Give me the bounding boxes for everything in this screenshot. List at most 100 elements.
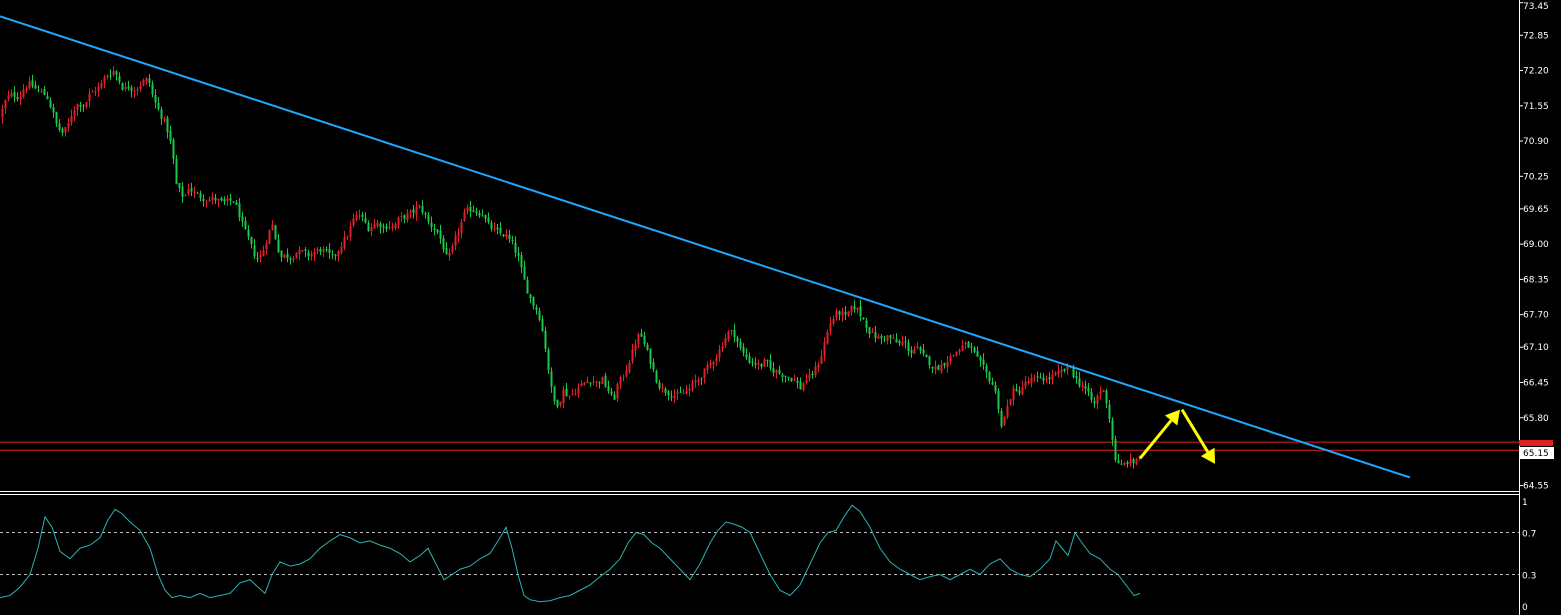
candle-down xyxy=(304,249,307,251)
candle-down xyxy=(58,123,61,131)
candle-down xyxy=(1087,387,1090,392)
candle-down xyxy=(943,362,946,366)
candle-down xyxy=(751,361,754,363)
candle-down xyxy=(442,238,445,250)
candle-down xyxy=(256,257,259,260)
candle-down xyxy=(874,332,877,339)
candle-up xyxy=(1102,389,1105,392)
candle-down xyxy=(154,95,157,103)
candle-up xyxy=(949,356,952,362)
candle-down xyxy=(361,214,364,217)
candle-down xyxy=(883,339,886,341)
candle-down xyxy=(232,201,235,203)
candle-down xyxy=(247,229,250,237)
candle-up xyxy=(310,253,313,257)
candle-up xyxy=(592,381,595,383)
price-tag-red-marker xyxy=(1519,440,1553,447)
candle-down xyxy=(742,346,745,353)
candle-up xyxy=(76,103,79,110)
candle-down xyxy=(781,374,784,377)
candle-up xyxy=(802,383,805,391)
candle-up xyxy=(814,366,817,376)
candle-down xyxy=(277,239,280,253)
candle-down xyxy=(199,193,202,199)
candle-up xyxy=(355,214,358,220)
candle-down xyxy=(31,80,34,87)
candle-up xyxy=(352,218,355,226)
candle-up xyxy=(577,387,580,394)
candle-up xyxy=(820,355,823,364)
candle-up xyxy=(409,210,412,213)
y-tick-label: 71.55 xyxy=(1523,102,1549,112)
candle-down xyxy=(328,249,331,253)
candle-down xyxy=(1018,390,1021,394)
candle-up xyxy=(337,251,340,257)
candle-up xyxy=(1012,387,1015,401)
candle-up xyxy=(283,254,286,258)
candle-down xyxy=(250,236,253,245)
candle-up xyxy=(73,110,76,116)
candle-down xyxy=(1108,404,1111,419)
candle-down xyxy=(700,378,703,380)
candle-down xyxy=(157,102,160,110)
candle-up xyxy=(697,379,700,382)
candle-up xyxy=(826,332,829,344)
candle-up xyxy=(262,250,265,257)
candle-down xyxy=(496,227,499,230)
candle-up xyxy=(724,338,727,346)
candle-down xyxy=(82,105,85,107)
candle-up xyxy=(91,91,94,93)
candle-down xyxy=(610,391,613,395)
candle-up xyxy=(94,91,97,93)
candle-up xyxy=(961,345,964,351)
candle-down xyxy=(13,92,16,97)
candle-up xyxy=(448,252,451,256)
candle-down xyxy=(868,327,871,334)
candle-up xyxy=(268,230,271,244)
candle-up xyxy=(631,349,634,362)
candle-down xyxy=(517,253,520,256)
candle-down xyxy=(484,215,487,219)
candle-down xyxy=(307,252,310,257)
candle-up xyxy=(322,248,325,252)
candle-down xyxy=(739,341,742,348)
candle-down xyxy=(220,197,223,201)
candle-down xyxy=(367,222,370,232)
candle-down xyxy=(553,386,556,402)
candle-down xyxy=(880,336,883,339)
candle-down xyxy=(148,78,151,83)
candle-up xyxy=(292,258,295,261)
candle-up xyxy=(685,391,688,394)
candle-down xyxy=(172,139,175,159)
candle-down xyxy=(79,104,82,107)
candle-down xyxy=(289,258,292,260)
candle-down xyxy=(514,242,517,253)
y-tick-label: 70.90 xyxy=(1523,137,1549,147)
candle-up xyxy=(757,363,760,365)
candle-down xyxy=(799,381,802,390)
candle-up xyxy=(1033,377,1036,379)
candle-up xyxy=(316,249,319,251)
candle-up xyxy=(163,118,166,121)
candle-down xyxy=(1000,410,1003,427)
candle-up xyxy=(40,90,43,92)
candle-up xyxy=(418,205,421,208)
candle-down xyxy=(382,226,385,228)
candle-down xyxy=(1126,462,1129,464)
candle-down xyxy=(274,225,277,239)
indicator-tick-label: 0 xyxy=(1522,603,1528,613)
candle-up xyxy=(226,198,229,202)
candle-down xyxy=(223,199,226,202)
candle-down xyxy=(43,89,46,95)
candle-down xyxy=(436,229,439,233)
candle-down xyxy=(997,390,1000,410)
candle-up xyxy=(298,249,301,255)
candle-up xyxy=(793,379,796,381)
candle-down xyxy=(859,306,862,317)
indicator-tick-label: 0.3 xyxy=(1522,572,1536,582)
candle-up xyxy=(682,392,685,394)
candle-up xyxy=(463,211,466,221)
indicator-line xyxy=(0,504,1141,603)
candle-up xyxy=(625,370,628,377)
